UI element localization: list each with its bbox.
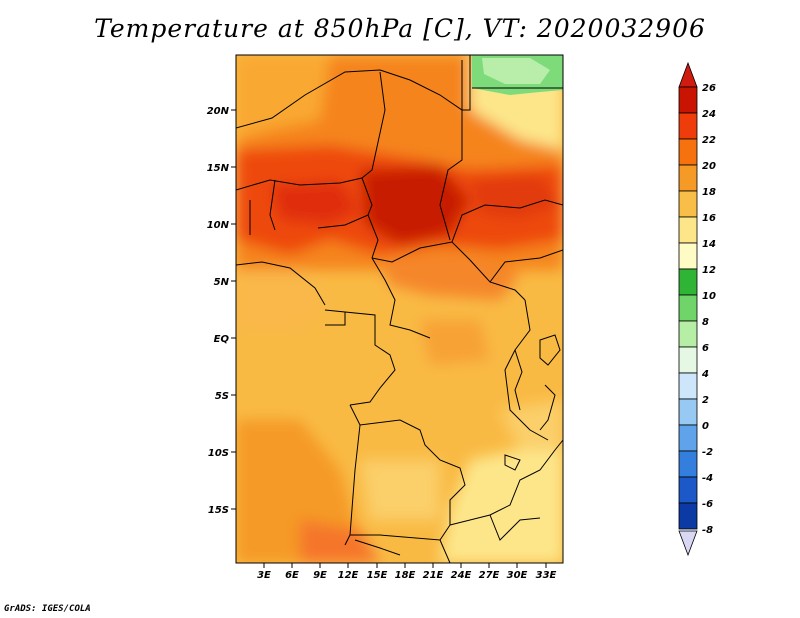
- lon-label-30e: 30E: [507, 570, 528, 581]
- lon-tick-6e: 6E: [285, 563, 299, 581]
- colorbar-swatch: [678, 294, 698, 322]
- lat-tick-5s: 5S: [215, 391, 236, 402]
- lat-tick-20n: 20N: [207, 106, 236, 117]
- colorbar-swatch: [678, 190, 698, 218]
- lon-label-24e: 24E: [451, 570, 472, 581]
- colorbar-label-20: 20: [702, 161, 716, 172]
- colorbar-swatch: [678, 424, 698, 452]
- colorbar-label-14: 14: [702, 239, 716, 250]
- colorbar-swatch: [678, 164, 698, 192]
- lon-label-9e: 9E: [313, 570, 327, 581]
- lon-label-15e: 15E: [367, 570, 388, 581]
- lon-label-33e: 33E: [536, 570, 557, 581]
- map-title: Temperature at 850hPa [C], VT: 202003290…: [94, 14, 706, 43]
- colorbar-swatch: [678, 242, 698, 270]
- lat-tick-10s: 10S: [208, 448, 236, 459]
- lat-tick-10n: 10N: [207, 220, 236, 231]
- colorbar-label-minus-4: -4: [702, 473, 713, 484]
- lon-tick-27e: 27E: [479, 563, 500, 581]
- lon-tick-18e: 18E: [395, 563, 416, 581]
- lat-tick-eq: EQ: [214, 334, 236, 345]
- colorbar-label-4: 4: [701, 369, 709, 380]
- colorbar-swatch: [678, 86, 698, 114]
- lon-label-18e: 18E: [395, 570, 416, 581]
- colorbar-label-minus-8: -8: [702, 525, 713, 536]
- colorbar-swatch: [678, 112, 698, 140]
- colorbar-swatch: [678, 216, 698, 244]
- lon-tick-21e: 21E: [423, 563, 444, 581]
- colorbar-overflow-low-triangle: [678, 530, 698, 557]
- lon-tick-33e: 33E: [536, 563, 557, 581]
- colorbar-swatch: [678, 268, 698, 296]
- colorbar-label-26: 26: [702, 83, 716, 94]
- colorbar-swatch: [678, 450, 698, 478]
- lon-tick-24e: 24E: [451, 563, 472, 581]
- colorbar-swatch: [678, 346, 698, 374]
- colorbar-labels: 26 24 22 20 18 16 14 12 10 8 6 4 2 0 -2 …: [701, 83, 716, 536]
- colorbar-label-10: 10: [702, 291, 716, 302]
- lon-tick-15e: 15E: [367, 563, 388, 581]
- latitude-axis: 20N 15N 10N 5N EQ 5S 10S 15S: [207, 106, 236, 516]
- longitude-axis: 3E 6E 9E 12E 15E 18E 21E 24E 27E 30E 33E: [257, 563, 557, 581]
- lat-label-15n: 15N: [207, 163, 230, 174]
- lat-tick-5n: 5N: [214, 277, 236, 288]
- colorbar-label-16: 16: [702, 213, 716, 224]
- colorbar: 26 24 22 20 18 16 14 12 10 8 6 4 2 0 -2 …: [678, 61, 716, 557]
- lon-tick-9e: 9E: [313, 563, 327, 581]
- colorbar-label-12: 12: [702, 265, 716, 276]
- lon-label-3e: 3E: [257, 570, 271, 581]
- lon-label-6e: 6E: [285, 570, 299, 581]
- grads-credit: GrADS: IGES/COLA: [4, 604, 91, 614]
- colorbar-swatch: [678, 372, 698, 400]
- colorbar-label-8: 8: [702, 317, 709, 328]
- lat-tick-15n: 15N: [207, 163, 236, 174]
- colorbar-label-18: 18: [702, 187, 716, 198]
- colorbar-swatches: [678, 86, 698, 530]
- lon-tick-30e: 30E: [507, 563, 528, 581]
- lat-label-eq: EQ: [214, 334, 230, 345]
- colorbar-label-minus-6: -6: [702, 499, 713, 510]
- map-frame: [235, 54, 564, 564]
- colorbar-label-22: 22: [702, 135, 716, 146]
- colorbar-label-minus-2: -2: [702, 447, 713, 458]
- lon-label-21e: 21E: [423, 570, 444, 581]
- lon-tick-3e: 3E: [257, 563, 271, 581]
- lon-label-12e: 12E: [338, 570, 359, 581]
- lon-label-27e: 27E: [479, 570, 500, 581]
- colorbar-label-24: 24: [702, 109, 716, 120]
- colorbar-swatch: [678, 320, 698, 348]
- lat-label-20n: 20N: [207, 106, 230, 117]
- lat-tick-15s: 15S: [208, 505, 236, 516]
- lat-label-10s: 10S: [208, 448, 229, 459]
- lat-label-10n: 10N: [207, 220, 230, 231]
- lat-label-5n: 5N: [214, 277, 230, 288]
- country-boundaries: [236, 55, 563, 563]
- colorbar-swatch: [678, 398, 698, 426]
- lat-label-5s: 5S: [215, 391, 229, 402]
- colorbar-label-0: 0: [702, 421, 709, 432]
- colorbar-swatch: [678, 476, 698, 504]
- colorbar-label-2: 2: [702, 395, 709, 406]
- lon-tick-12e: 12E: [338, 563, 359, 581]
- temperature-field: [236, 55, 563, 563]
- colorbar-swatch: [678, 138, 698, 166]
- colorbar-swatch: [678, 502, 698, 530]
- lat-label-15s: 15S: [208, 505, 229, 516]
- colorbar-label-6: 6: [702, 343, 709, 354]
- colorbar-overflow-high-triangle: [678, 61, 698, 88]
